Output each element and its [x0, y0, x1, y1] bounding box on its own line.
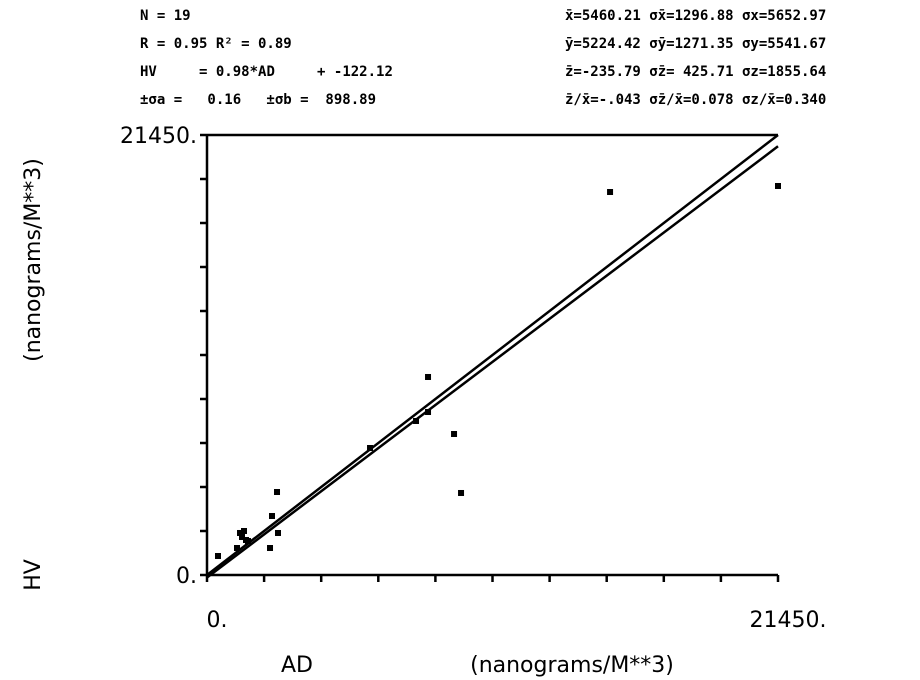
- point: [269, 513, 276, 520]
- stat-line: z̄/x̄=-.043 σz̄/x̄=0.078 σz/x̄=0.340: [565, 92, 826, 108]
- point: [425, 373, 432, 380]
- point: [267, 545, 274, 552]
- x-tick-label: 21450.: [750, 608, 827, 633]
- point: [241, 528, 248, 534]
- point: [274, 489, 281, 496]
- point: [451, 430, 458, 437]
- regression-line: [206, 145, 779, 579]
- fit-lhs: HV =: [140, 64, 207, 80]
- point: [458, 489, 465, 496]
- point: [274, 529, 281, 536]
- fit-equation: HV = 0.98*AD + -122.12: [140, 64, 393, 80]
- point: [237, 529, 244, 536]
- x-tick-label: 0.: [207, 608, 228, 633]
- stat-line: N = 19: [140, 8, 191, 24]
- x-axis-label: AD: [281, 653, 313, 678]
- x-axis-units: (nanograms/M**3): [470, 653, 674, 678]
- point: [775, 182, 781, 189]
- y-axis-label: HV: [21, 559, 46, 591]
- point: [234, 545, 241, 552]
- stat-line: R = 0.95 R² = 0.89: [140, 36, 292, 52]
- point: [239, 533, 246, 540]
- fit-slope: 0.98: [216, 64, 250, 80]
- y-tick-label: 21450.: [120, 124, 197, 149]
- point: [214, 553, 221, 560]
- stat-line: ȳ=5224.42 σȳ=1271.35 σy=5541.67: [565, 36, 826, 52]
- point: [607, 189, 614, 196]
- fit-mid: *AD +: [250, 64, 326, 80]
- y-axis-units: (nanograms/M**3): [21, 158, 46, 362]
- point: [425, 409, 432, 416]
- y-tick-label: 0.: [176, 564, 197, 589]
- point: [367, 445, 374, 452]
- stat-line: ±σa = 0.16 ±σb = 898.89: [140, 92, 376, 108]
- stat-line: x̄=5460.21 σx̄=1296.88 σx=5652.97: [565, 8, 826, 24]
- fit-intercept: -122.12: [334, 64, 393, 80]
- stat-line: z̄=-235.79 σz̄= 425.71 σz=1855.64: [565, 64, 826, 80]
- point: [413, 417, 420, 424]
- point: [244, 537, 251, 544]
- identity-line: [206, 134, 779, 576]
